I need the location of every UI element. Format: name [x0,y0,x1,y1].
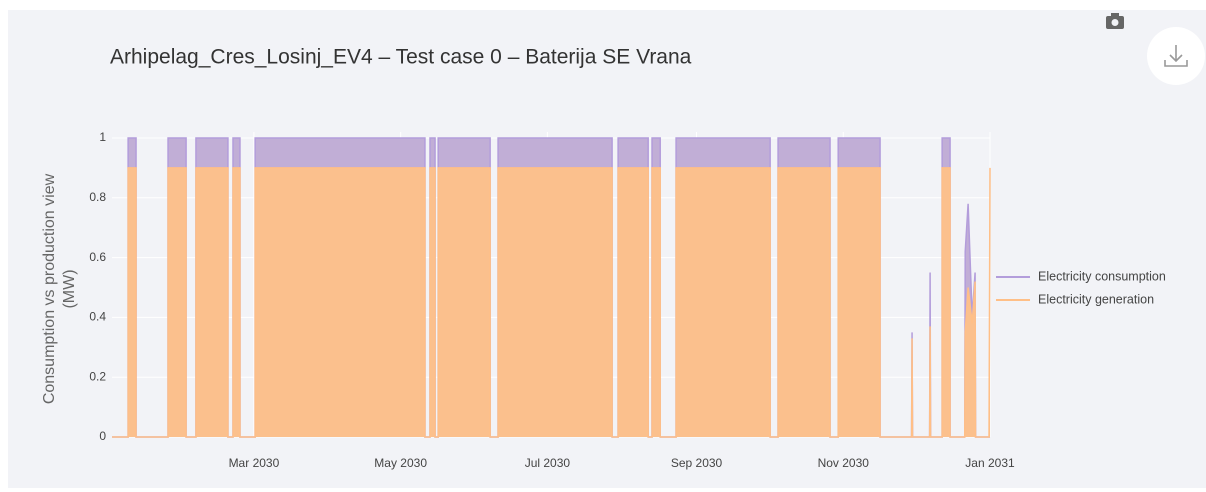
y-tick-label: 0.4 [89,310,106,324]
legend-label: Electricity generation [1038,292,1154,306]
x-tick-label: Sep 2030 [671,456,723,470]
download-button[interactable] [1147,27,1205,85]
y-tick-label: 0.8 [89,190,106,204]
y-axis-title-line: Consumption vs production view [41,173,58,404]
legend-label: Electricity consumption [1038,269,1166,283]
plot-area: 0 0.2 0.4 0.6 0.8 1 Mar 2030 May 2030 Jul 2030 Se… [89,130,1166,470]
x-tick-label: Jan 2031 [965,456,1015,470]
x-tick-label: May 2030 [374,456,427,470]
x-tick-label: Nov 2030 [818,456,870,470]
y-tick-label: 1 [99,130,106,144]
y-axis-title: Consumption vs production view (MW) [41,173,78,404]
y-tick-label: 0 [99,429,106,443]
y-tick-label: 0.2 [89,369,106,383]
x-tick-label: Jul 2030 [525,456,571,470]
y-tick-label: 0.6 [89,250,106,264]
series-area [112,167,990,437]
chart-title: Arhipelag_Cres_Losinj_EV4 – Test case 0 … [110,46,692,69]
camera-icon[interactable] [1106,13,1124,29]
y-axis-title-line: (MW) [61,269,78,308]
series-line [112,167,991,438]
x-tick-label: Mar 2030 [229,456,280,470]
